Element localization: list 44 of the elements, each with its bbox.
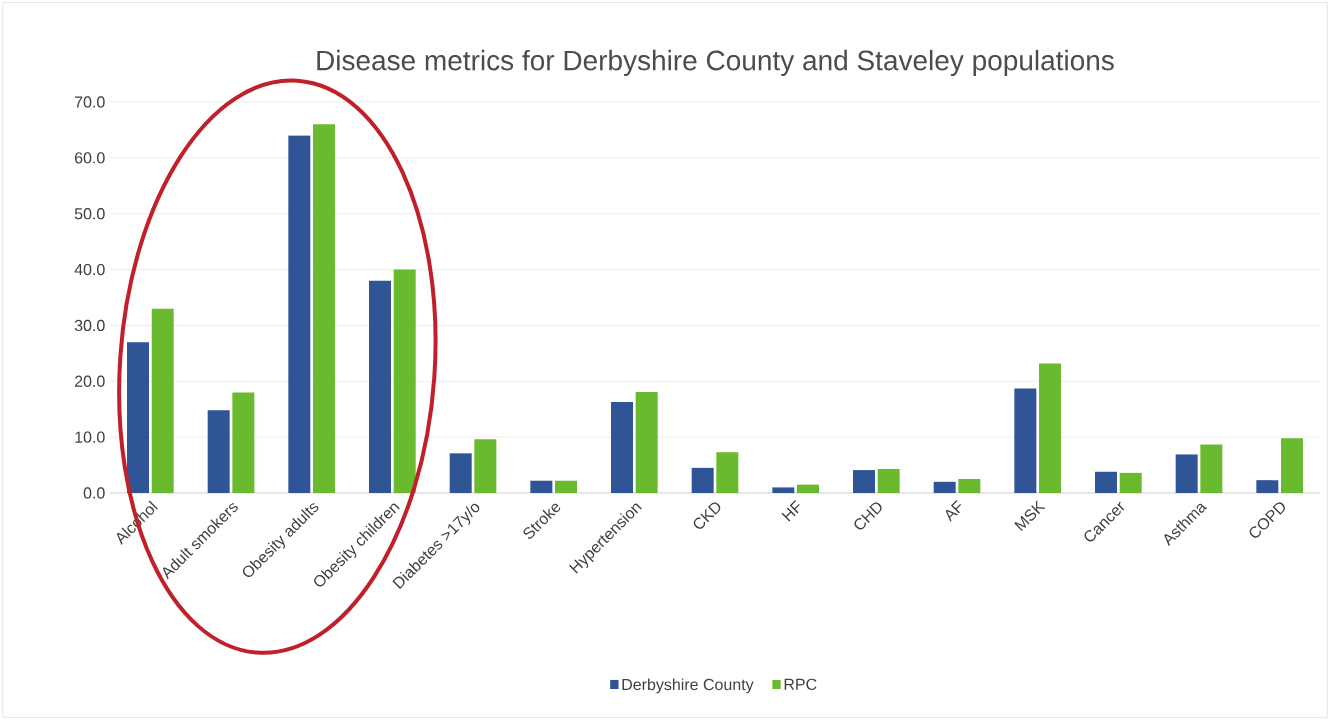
bar [449, 453, 472, 493]
bar [393, 269, 416, 493]
y-tick-label: 10.0 [75, 431, 105, 443]
bar [958, 479, 981, 493]
y-tick-label: 40.0 [74, 263, 105, 276]
bar [635, 391, 658, 493]
y-tick-label: 50.0 [74, 208, 105, 220]
y-tick-label: 20.0 [74, 375, 105, 387]
bar [1014, 388, 1037, 493]
x-tick-label: HF [781, 500, 800, 522]
bar [232, 392, 255, 493]
bar [611, 401, 634, 493]
x-tick-label: AF [945, 500, 962, 522]
bar [933, 481, 956, 493]
bar [127, 342, 150, 493]
bar [691, 467, 714, 493]
bar [1095, 471, 1118, 493]
bar [716, 452, 739, 493]
x-tick-label: CKD [693, 502, 721, 529]
bar [288, 135, 311, 493]
bar [1256, 480, 1279, 493]
bar [555, 480, 578, 493]
bar [1200, 444, 1223, 493]
bar [1119, 472, 1142, 493]
bar [772, 487, 795, 493]
bar [877, 468, 900, 493]
bar [1175, 454, 1198, 493]
y-tick-label: 30.0 [74, 319, 105, 332]
bar [530, 480, 553, 493]
bar [474, 439, 497, 493]
legend-label: RPC [784, 678, 817, 690]
bar [1039, 363, 1062, 493]
bar [313, 124, 336, 493]
legend-label: Derbyshire County [622, 678, 754, 694]
bar [1281, 438, 1304, 493]
y-tick-label: 70.0 [74, 96, 105, 108]
bar [853, 470, 876, 493]
y-tick-label: 60.0 [74, 152, 105, 164]
bar [151, 308, 174, 493]
bar [797, 484, 820, 493]
chart-title: Disease metrics for Derbyshire County and Staveley populations [317, 49, 1114, 76]
y-tick-label: 0.0 [83, 487, 105, 499]
bar [369, 280, 392, 493]
bar [207, 410, 230, 493]
